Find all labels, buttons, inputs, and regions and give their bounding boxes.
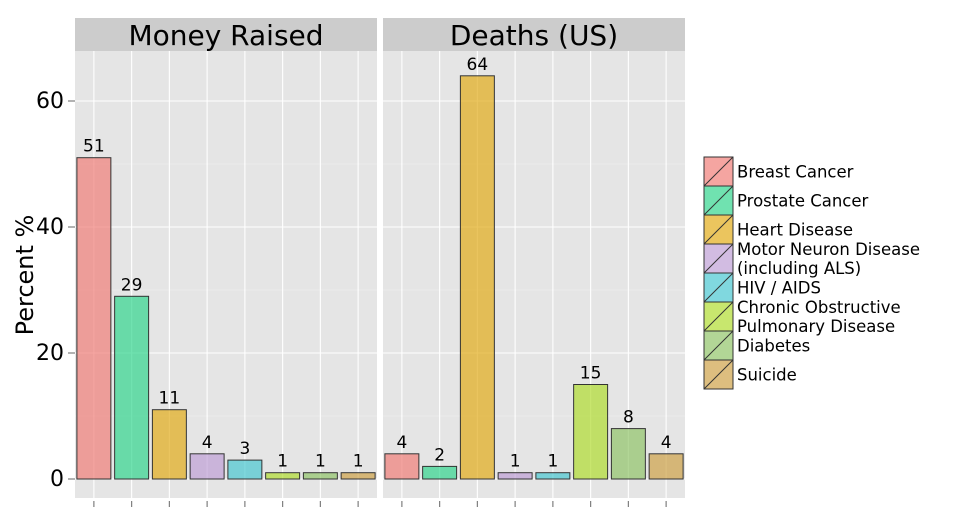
legend-label: (including ALS)	[737, 259, 861, 278]
facet-strip	[383, 18, 685, 51]
y-axis: Percent % 0 20 40 60	[11, 89, 75, 492]
bar-value-label: 1	[353, 452, 364, 472]
legend: Breast Cancer Prostate Cancer Heart Diseas…	[703, 156, 920, 390]
y-tick-label: 0	[50, 467, 64, 492]
bar-value-label: 51	[83, 137, 105, 157]
bar	[422, 465, 458, 480]
bar-value-label: 29	[121, 275, 143, 295]
bar-value-label: 1	[315, 452, 326, 472]
legend-label: Heart Disease	[737, 221, 853, 240]
bar	[535, 472, 571, 480]
legend-item: Suicide	[703, 359, 797, 390]
bar-value-label: 8	[623, 408, 634, 428]
bar-value-label: 4	[396, 433, 407, 453]
bar	[265, 472, 301, 480]
bar-value-label: 4	[202, 433, 213, 453]
legend-label: Chronic Obstructive	[737, 298, 901, 317]
legend-item: Diabetes	[703, 330, 810, 361]
legend-item: Motor Neuron Disease(including ALS)	[703, 240, 920, 278]
y-tick-label: 40	[36, 215, 64, 240]
bar-value-label: 4	[661, 433, 672, 453]
bar-value-label: 64	[467, 55, 489, 75]
panel-background	[383, 51, 685, 498]
y-tick-label: 60	[36, 89, 64, 114]
legend-label: Prostate Cancer	[737, 192, 869, 211]
bar	[497, 472, 533, 480]
bar-value-label: 2	[434, 445, 445, 465]
bar	[151, 409, 187, 480]
facet-panel: Deaths (US) 4 2 64 1 1 15 8 4	[383, 18, 685, 507]
legend-label: Motor Neuron Disease	[737, 240, 920, 259]
legend-swatch-slash	[703, 214, 734, 245]
legend-swatch-slash	[703, 272, 734, 303]
bar	[114, 295, 150, 480]
legend-item: Prostate Cancer	[703, 185, 869, 216]
y-axis-title: Percent %	[11, 215, 39, 336]
legend-swatch-slash	[703, 330, 734, 361]
bar	[573, 384, 609, 480]
bar	[76, 157, 112, 480]
legend-label: Diabetes	[737, 337, 810, 356]
bar-value-label: 1	[510, 452, 521, 472]
facet-title: Money Raised	[128, 19, 323, 52]
y-tick-label: 20	[36, 341, 64, 366]
legend-label: HIV / AIDS	[737, 279, 821, 298]
bar-value-label: 11	[159, 389, 181, 409]
legend-item: Heart Disease	[703, 214, 853, 245]
bar	[610, 428, 646, 480]
legend-swatch-slash	[703, 243, 734, 274]
legend-item: Breast Cancer	[703, 156, 854, 187]
facet-title: Deaths (US)	[450, 19, 618, 52]
legend-label: Pulmonary Disease	[737, 317, 895, 336]
bar-value-label: 1	[277, 452, 288, 472]
legend-item: HIV / AIDS	[703, 272, 821, 303]
bar-value-label: 15	[580, 364, 602, 384]
legend-label: Breast Cancer	[737, 163, 854, 182]
bar-value-label: 1	[547, 452, 558, 472]
bar	[189, 453, 225, 480]
bar	[384, 453, 420, 480]
legend-swatch-slash	[703, 359, 734, 390]
bar-value-label: 3	[239, 439, 250, 459]
bar	[302, 472, 338, 480]
facet-strip	[75, 18, 377, 51]
bar	[227, 459, 263, 480]
bar	[648, 453, 684, 480]
bar	[340, 472, 376, 480]
bar	[459, 75, 495, 480]
legend-swatch-slash	[703, 156, 734, 187]
legend-swatch-slash	[703, 301, 734, 332]
legend-swatch-slash	[703, 185, 734, 216]
legend-label: Suicide	[737, 366, 797, 385]
